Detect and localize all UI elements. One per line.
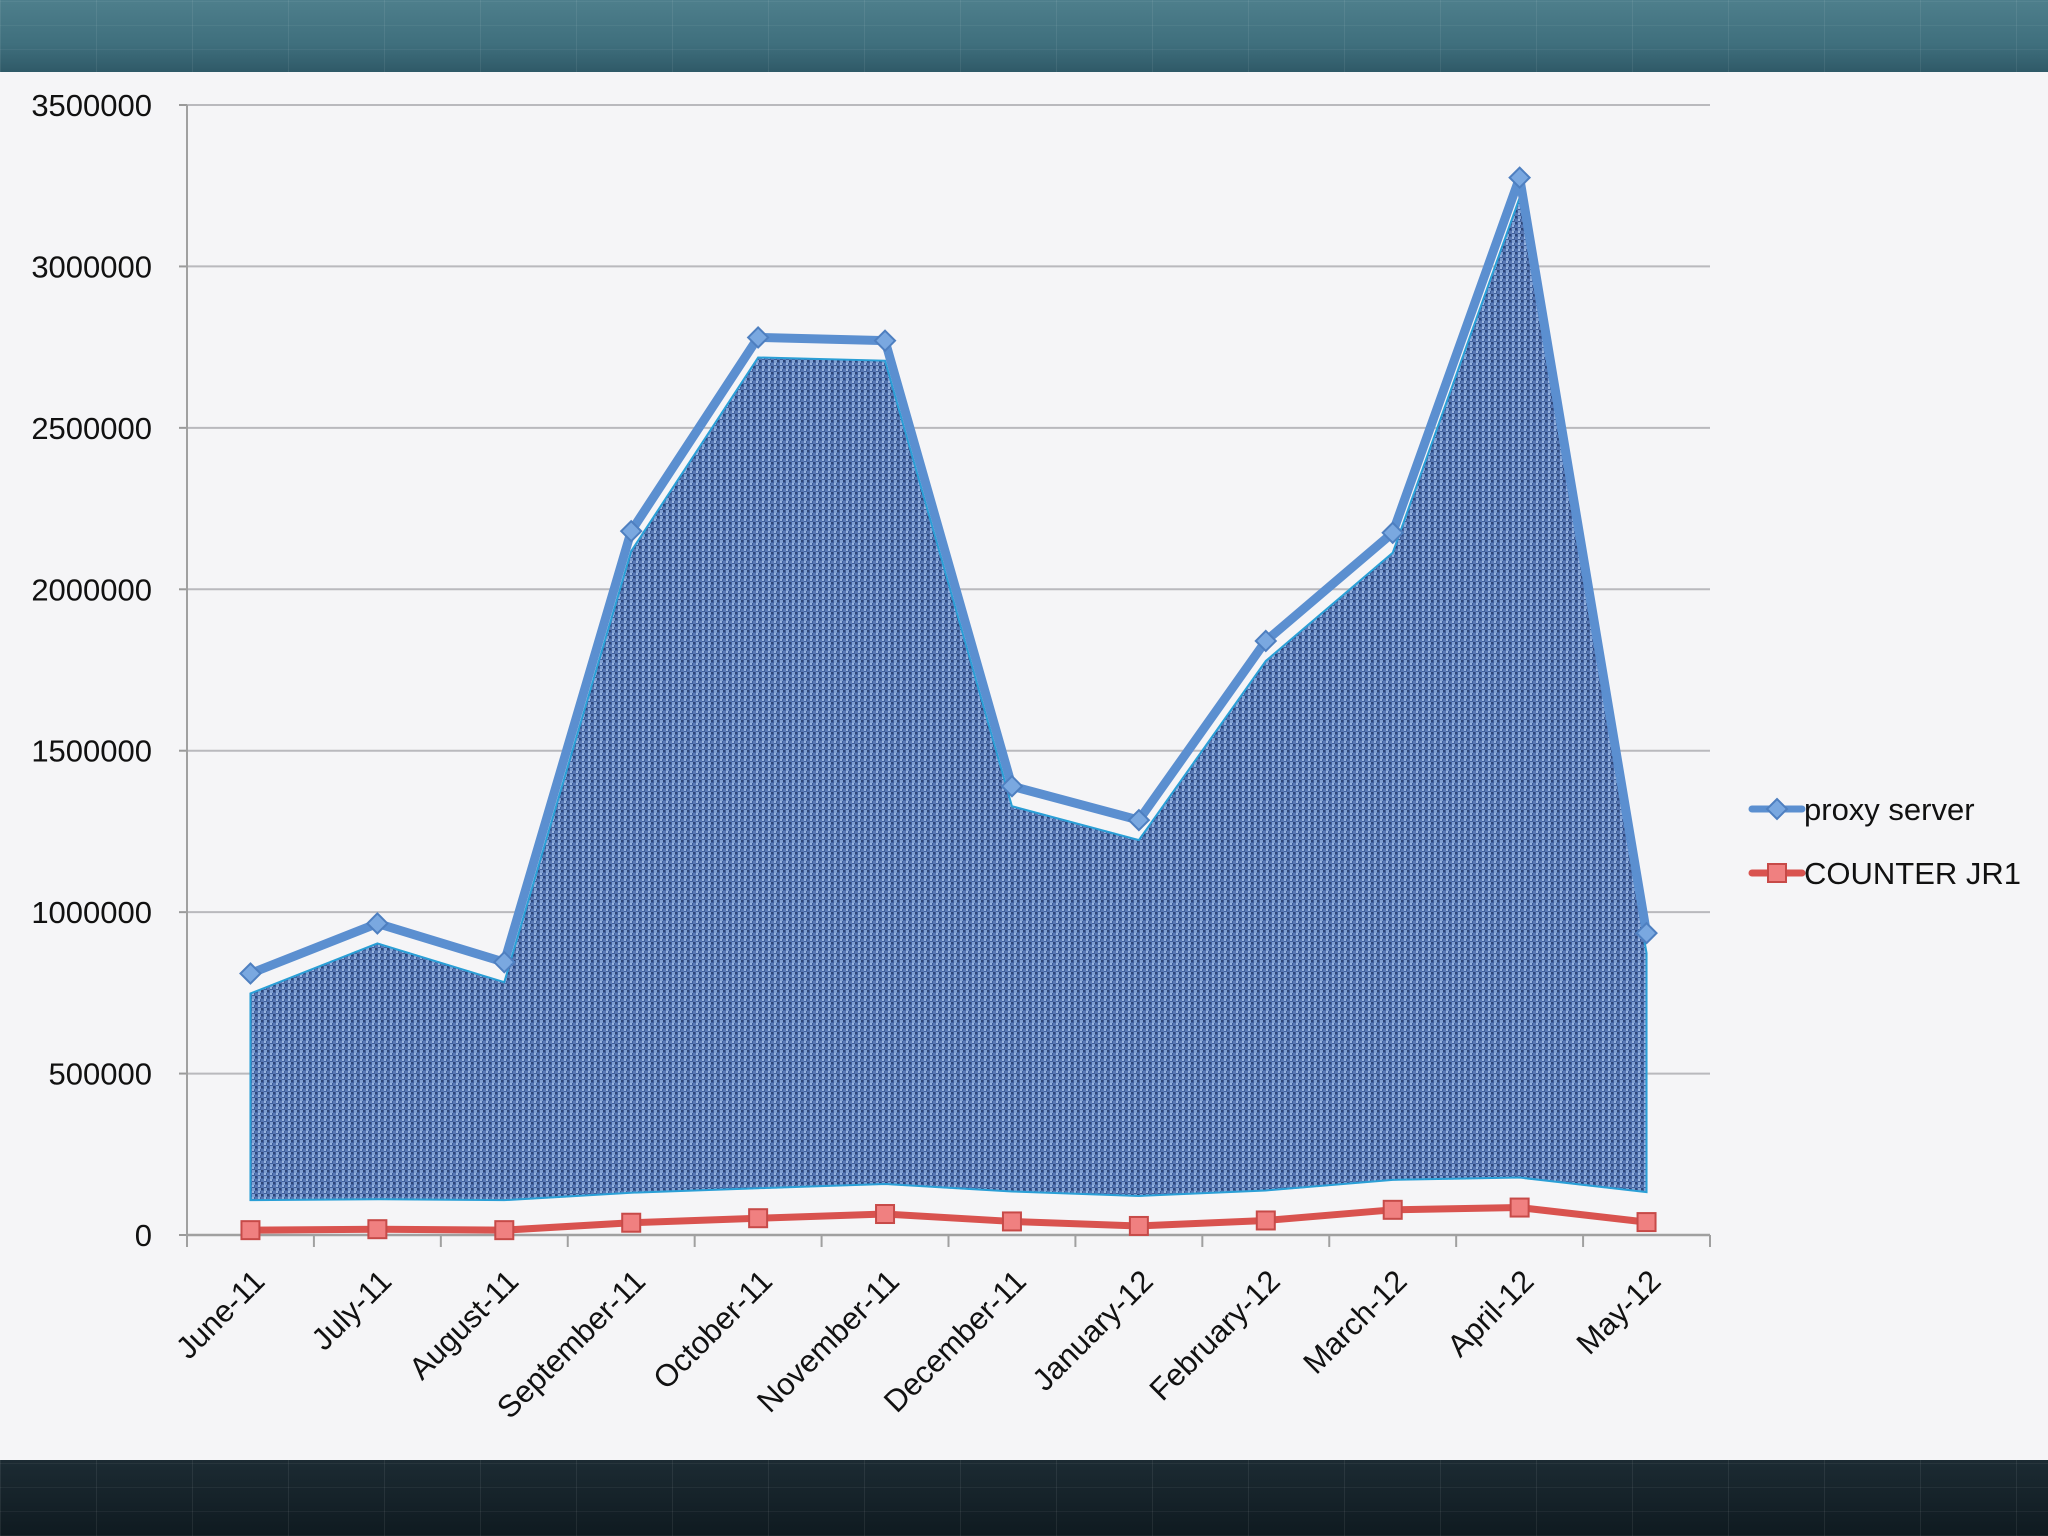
counter-jr1-point [1382,1199,1403,1220]
proxy-server-point [239,962,262,985]
y-tick-label: 500000 [49,1057,152,1092]
y-tick-label: 1500000 [31,734,152,769]
counter-jr1-point [748,1208,769,1229]
area-chart: 0 500000 1000000 1500000 2000000 2500000 30000… [31,88,2021,1425]
legend-diamond-marker [1765,797,1789,821]
proxy-server-point [1635,921,1658,945]
counter-jr1-point [1636,1212,1657,1233]
y-tick-labels: 0 500000 1000000 1500000 2000000 2500000 30000… [31,88,152,1253]
proxy-server-point [746,326,770,349]
slide-top-pattern [0,0,2048,74]
y-tick-label: 3500000 [31,88,152,123]
proxy-server-area [249,193,1648,1202]
y-tick-label: 2500000 [31,411,152,446]
y-tick-label: 3000000 [31,249,152,284]
x-tick-label: March-12 [1296,1263,1413,1380]
x-tick-label: July-11 [305,1263,399,1357]
slide-top-band [0,0,2048,74]
counter-jr1-line [246,1204,1651,1234]
proxy-server-point [492,950,516,974]
counter-jr1-point [1509,1197,1530,1218]
x-tick-label: April-12 [1440,1263,1540,1363]
chart-slide: 0 500000 1000000 1500000 2000000 2500000 30000… [0,72,2048,1460]
x-tick-label: October-11 [646,1263,779,1396]
axes [179,104,1711,1247]
x-tick-labels: June-11 July-11 August-11September-11Octob… [169,1263,1667,1425]
x-tick-label: August-11 [402,1263,525,1386]
proxy-server-point [1254,629,1278,653]
counter-jr1-point [1001,1211,1022,1232]
legend-square-marker [1767,863,1787,883]
counter-jr1-point [1255,1210,1276,1231]
proxy-server-point [1508,166,1532,190]
slide-bottom-band [0,1460,2048,1536]
proxy-server-point [873,329,897,353]
y-tick-label: 0 [135,1218,152,1253]
y-tick-label: 1000000 [31,895,152,930]
proxy-server-point [1000,774,1024,798]
x-tick-label: June-11 [169,1263,271,1365]
x-tick-label: February-12 [1143,1263,1287,1407]
lines-layer [245,173,1652,1234]
markers-layer [239,166,1658,1241]
proxy-server-line [245,173,1652,978]
slide-bottom-pattern [0,1460,2048,1536]
legend-label: COUNTER JR1 [1804,856,2021,891]
proxy-server-point [1381,521,1405,545]
y-tick-label: 2000000 [31,572,152,607]
counter-jr1-point [494,1220,515,1241]
counter-jr1-point [367,1219,388,1240]
area-layer [249,193,1648,1202]
x-tick-label: January-12 [1025,1263,1159,1397]
counter-jr1-point [621,1212,642,1233]
counter-jr1-point [1128,1215,1149,1236]
proxy-server-point [365,912,389,935]
legend: proxy server COUNTER JR1 [1748,792,2021,891]
x-tick-label: May-12 [1570,1263,1668,1361]
counter-jr1-point [875,1204,896,1225]
proxy-server-point [1127,808,1151,832]
legend-label: proxy server [1804,792,1975,827]
proxy-server-point [619,519,643,543]
counter-jr1-point [240,1220,261,1241]
